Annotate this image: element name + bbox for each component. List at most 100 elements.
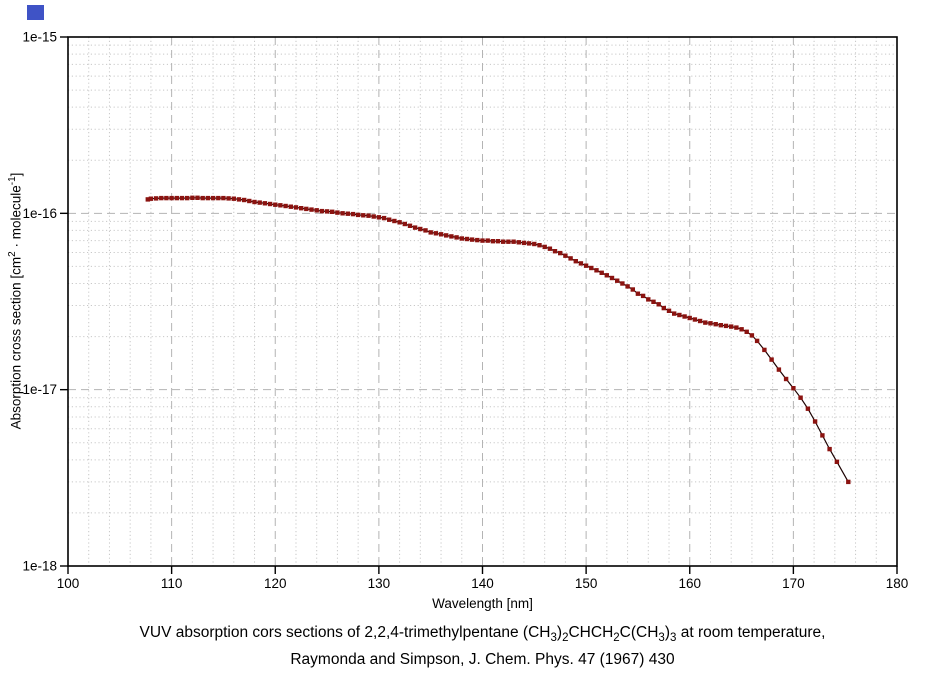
data-point [345, 211, 350, 216]
chart-caption: VUV absorption cors sections of 2,2,4-tr… [68, 622, 897, 670]
data-point [734, 325, 739, 330]
data-point [226, 196, 231, 201]
data-point [630, 287, 635, 292]
y-tick-label: 1e-16 [22, 206, 57, 221]
data-point [573, 259, 578, 264]
data-point [190, 195, 195, 200]
data-point [723, 323, 729, 329]
data-point [247, 198, 252, 204]
data-point [708, 321, 713, 326]
caption-line-1: VUV absorption cors sections of 2,2,4-tr… [139, 624, 826, 645]
data-point [387, 217, 392, 222]
data-point [330, 209, 335, 214]
data-point [834, 459, 840, 464]
data-point [609, 275, 615, 281]
data-point [615, 278, 620, 283]
data-point [744, 329, 749, 334]
data-point [739, 327, 744, 332]
data-point [366, 213, 371, 218]
blue-square-icon [27, 5, 44, 20]
data-point [324, 209, 330, 214]
data-point [718, 323, 723, 328]
data-point [293, 205, 299, 210]
x-tick-label: 110 [161, 576, 183, 591]
data-point [682, 314, 687, 319]
caption-line-2: Raymonda and Simpson, J. Chem. Phys. 47 … [290, 651, 675, 669]
data-point [200, 195, 205, 201]
y-tick-label: 1e-15 [22, 30, 57, 45]
x-tick-label: 180 [886, 576, 909, 591]
data-point [273, 202, 278, 207]
data-point [449, 234, 454, 239]
data-point [257, 200, 262, 205]
data-point [729, 324, 734, 329]
data-point [210, 195, 216, 201]
data-point [169, 195, 174, 201]
data-point [355, 212, 361, 218]
x-tick-label: 140 [471, 576, 494, 591]
x-tick-label: 170 [782, 576, 805, 591]
data-point [299, 206, 304, 211]
data-point [651, 299, 656, 304]
data-point [283, 203, 288, 209]
data-point [526, 241, 532, 246]
data-point [314, 208, 319, 213]
x-tick-label: 150 [575, 576, 598, 591]
data-point [402, 221, 407, 227]
data-point [371, 214, 376, 219]
data-point [423, 228, 428, 233]
x-axis-title: Wavelength [nm] [432, 596, 533, 611]
data-point [661, 305, 666, 311]
data-point [594, 268, 599, 273]
data-point [537, 243, 542, 248]
data-point [433, 231, 439, 236]
data-point [547, 246, 553, 251]
data-point [501, 239, 506, 244]
data-point [749, 333, 755, 338]
data-point [195, 195, 200, 200]
data-point [713, 322, 718, 327]
data-point [469, 237, 475, 242]
data-point [589, 265, 594, 271]
data-point [381, 215, 387, 221]
data-point [174, 195, 179, 201]
x-tick-label: 130 [368, 576, 391, 591]
data-point [164, 195, 169, 201]
data-point [438, 232, 444, 237]
y-tick-label: 1e-17 [22, 382, 57, 397]
data-point [185, 195, 190, 201]
data-point [428, 230, 433, 235]
data-point [776, 367, 782, 372]
data-point [542, 244, 547, 250]
data-point [798, 395, 803, 400]
data-point [805, 406, 811, 411]
data-point [666, 308, 672, 313]
data-point [656, 302, 661, 307]
y-tick-label: 1e-18 [22, 559, 57, 574]
data-point [783, 376, 789, 382]
data-point [216, 195, 221, 201]
data-point [827, 446, 832, 452]
data-point [267, 201, 273, 207]
data-point [568, 256, 573, 261]
data-point [454, 235, 459, 240]
data-point [532, 241, 537, 247]
data-point [769, 357, 774, 362]
data-point [791, 386, 796, 391]
data-point [148, 196, 154, 201]
data-point [697, 318, 703, 324]
data-point [236, 197, 242, 202]
data-point [459, 236, 464, 241]
data-point [620, 281, 625, 286]
data-point [464, 236, 470, 242]
data-point [179, 195, 185, 201]
data-point [444, 233, 449, 238]
data-point [516, 240, 521, 245]
data-point [309, 207, 314, 212]
data-point [754, 338, 760, 344]
data-point [563, 253, 568, 258]
data-point [820, 433, 825, 438]
data-point [153, 196, 159, 201]
data-point [340, 211, 345, 216]
data-point [145, 197, 150, 202]
